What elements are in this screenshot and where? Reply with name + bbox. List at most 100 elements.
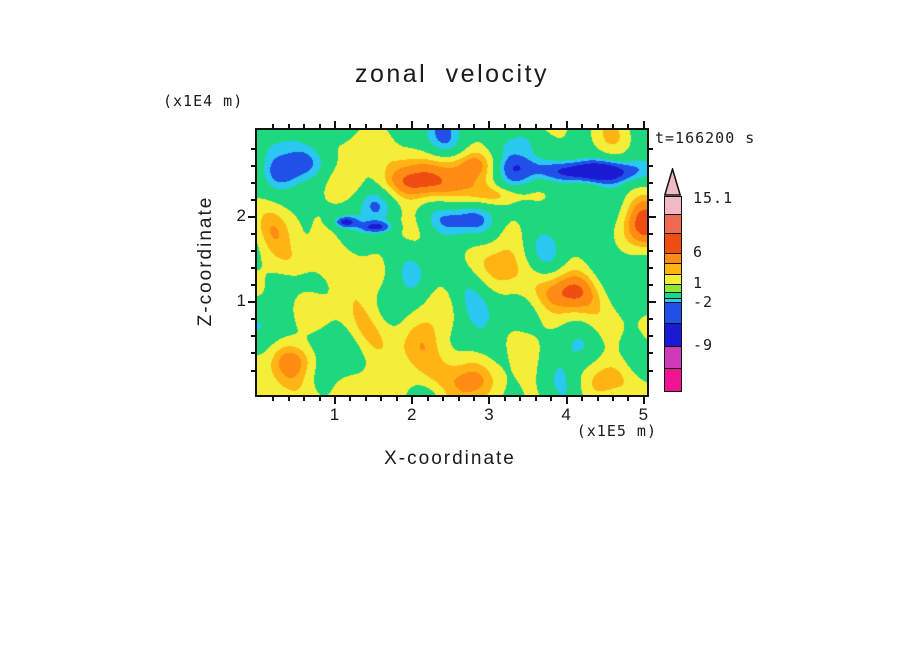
x-axis-tick — [550, 124, 553, 128]
colorbar-segment — [665, 292, 681, 300]
y-axis-tick — [251, 335, 255, 338]
colorbar-level-line — [665, 252, 681, 254]
x-axis-tick-label: 5 — [638, 405, 650, 424]
y-axis-tick — [248, 215, 255, 218]
y-axis-tick — [248, 301, 255, 304]
x-axis-tick — [534, 124, 537, 128]
x-axis-tick-label: 4 — [561, 405, 572, 424]
colorbar-tick-label: -2 — [693, 292, 714, 311]
y-axis-tick — [251, 147, 255, 150]
colorbar-segment — [665, 197, 681, 215]
colorbar-level-line — [665, 298, 681, 300]
x-axis-tick — [503, 397, 506, 401]
x-axis-tick — [364, 397, 367, 401]
x-axis-tick — [642, 121, 645, 128]
x-axis-tick-label: 2 — [406, 405, 418, 424]
colorbar-level-line — [665, 302, 681, 304]
x-axis-tick — [442, 124, 445, 128]
colorbar: 15.1 6 1 -2 -9 — [663, 168, 783, 398]
colorbar-level-line — [665, 274, 681, 276]
y-axis-tick — [649, 147, 653, 150]
y-axis-tick — [649, 250, 653, 253]
x-axis-tick — [472, 397, 475, 401]
x-axis-tick — [411, 121, 414, 128]
x-axis-tick — [611, 124, 614, 128]
y-axis-tick — [649, 301, 656, 304]
y-axis-tick — [251, 318, 255, 321]
x-axis-title: X-coordinate — [384, 448, 516, 469]
y-axis-tick-label: 1 — [236, 291, 247, 311]
x-axis-tick — [334, 121, 336, 128]
x-axis-tick — [349, 397, 352, 401]
x-axis-tick — [488, 397, 491, 404]
x-axis-tick — [581, 124, 584, 128]
colorbar-segment — [665, 346, 681, 370]
y-axis-unit-label: (x1E4 m) — [163, 92, 244, 110]
x-axis-tick — [411, 397, 414, 404]
chart-title: zonal velocity — [354, 60, 550, 88]
x-axis-tick-label: 1 — [329, 405, 341, 424]
x-axis-tick — [349, 124, 352, 128]
x-axis-tick — [303, 397, 306, 401]
y-axis-title: Z-coordinate — [195, 195, 216, 327]
y-axis-tick — [251, 267, 255, 270]
time-annotation: t=166200 s — [655, 129, 756, 147]
colorbar-segment — [665, 284, 681, 293]
x-axis-tick — [565, 121, 568, 128]
colorbar-segment — [665, 233, 681, 254]
x-axis-tick — [457, 124, 460, 128]
x-axis-tick — [550, 397, 553, 401]
colorbar-level-line — [665, 322, 681, 324]
colorbar-arrow-tip-icon — [663, 168, 682, 196]
colorbar-tick-label: 6 — [693, 243, 704, 262]
x-axis-tick — [426, 397, 429, 401]
y-axis-tick — [649, 181, 653, 184]
colorbar-segment — [665, 263, 681, 276]
x-axis-tick — [303, 124, 306, 128]
colorbar-segment — [665, 302, 681, 324]
y-axis-tick — [251, 250, 255, 253]
colorbar-segment — [665, 214, 681, 235]
x-axis-tick — [334, 397, 336, 404]
colorbar-level-line — [665, 233, 681, 235]
x-axis-tick — [395, 397, 398, 401]
y-axis-tick — [649, 267, 653, 270]
x-axis-tick — [627, 397, 630, 401]
x-axis-tick — [488, 121, 491, 128]
y-axis-tick — [251, 232, 255, 235]
x-axis-tick — [519, 124, 522, 128]
y-axis-tick — [649, 232, 653, 235]
colorbar-level-line — [665, 263, 681, 265]
colorbar-tick-label: -9 — [693, 336, 714, 355]
x-axis-tick — [380, 397, 383, 401]
x-axis-tick — [642, 397, 645, 404]
colorbar-segment — [665, 323, 681, 347]
x-axis-tick — [395, 124, 398, 128]
y-axis-tick — [649, 335, 653, 338]
colorbar-level-line — [665, 291, 681, 293]
x-axis-unit-label: (x1E5 m) — [576, 422, 657, 440]
x-axis-tick — [581, 397, 584, 401]
y-axis-tick — [251, 352, 255, 355]
x-axis-tick-label: 3 — [484, 405, 495, 424]
x-axis-tick — [318, 124, 321, 128]
x-axis-tick — [565, 397, 568, 404]
x-axis-tick — [380, 124, 383, 128]
x-axis-tick — [596, 397, 599, 401]
y-axis-tick — [649, 198, 653, 201]
x-axis-tick — [442, 397, 445, 401]
colorbar-level-line — [665, 368, 681, 370]
y-axis-tick — [649, 369, 653, 372]
colorbar-segment — [665, 368, 681, 391]
x-axis-tick — [596, 124, 599, 128]
x-axis-tick — [519, 397, 522, 401]
y-axis-tick — [649, 164, 653, 167]
y-axis-tick — [649, 215, 656, 218]
x-axis-tick — [534, 397, 537, 401]
contour-field-canvas — [257, 130, 647, 395]
y-axis-tick — [649, 284, 653, 287]
colorbar-body — [664, 196, 682, 392]
plot-area: 1 2 3 4 5 1 2 — [237, 121, 656, 424]
y-axis-tick — [251, 164, 255, 167]
